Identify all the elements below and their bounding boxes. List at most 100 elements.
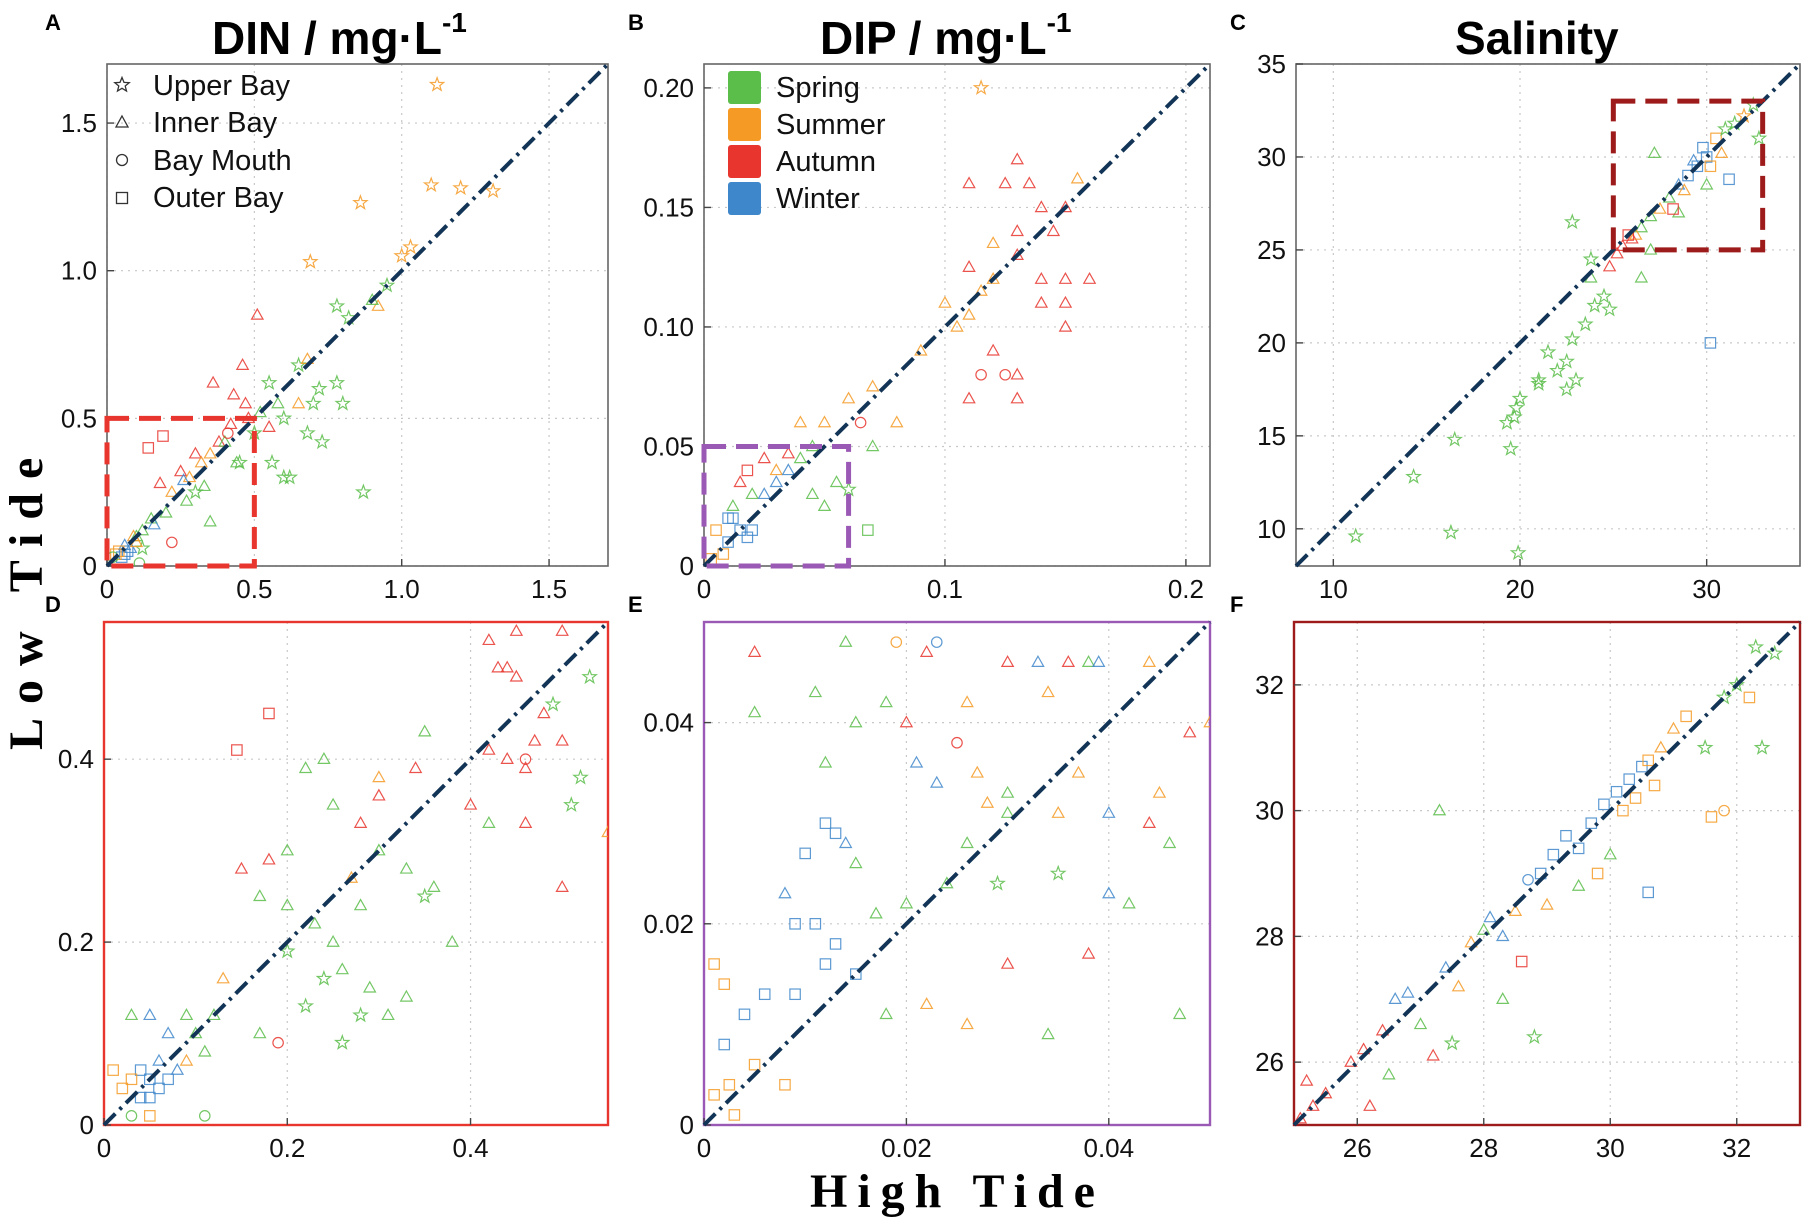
- data-point-triangle: [1091, 655, 1106, 668]
- data-point-circle: [272, 1036, 284, 1049]
- data-point-square: [849, 968, 862, 980]
- data-point-triangle: [1183, 725, 1197, 738]
- data-point-triangle: [986, 343, 1000, 356]
- data-point-star: [840, 480, 857, 497]
- data-point-square: [1743, 691, 1756, 704]
- data-point-triangle: [1000, 785, 1015, 798]
- data-point-triangle: [805, 487, 820, 500]
- panel-d: 0 0.2 0.4 0 0.2 0.4: [58, 620, 610, 1163]
- y-tick-label: 0.05: [643, 431, 694, 461]
- square-marker-icon: [115, 191, 129, 205]
- data-point-triangle: [1306, 1098, 1320, 1111]
- data-point-triangle: [930, 775, 944, 788]
- y-tick-label: 0.5: [61, 403, 97, 433]
- data-point-triangle: [234, 861, 249, 874]
- legend-item-autumn: Autumn: [728, 145, 876, 178]
- data-point-triangle: [399, 989, 414, 1002]
- data-point-triangle: [353, 898, 368, 911]
- data-point-triangle: [482, 633, 496, 646]
- data-point-triangle: [1034, 295, 1049, 308]
- data-point-triangle: [1172, 1007, 1187, 1020]
- data-point-triangle: [417, 724, 432, 737]
- y-tick-label: 30: [1255, 796, 1284, 826]
- data-point-square: [107, 1064, 119, 1076]
- data-point-square: [1667, 203, 1679, 215]
- data-point-triangle: [998, 176, 1012, 189]
- data-point-star: [1717, 120, 1734, 137]
- data-point-circle: [1522, 873, 1534, 886]
- data-point-square: [134, 1091, 147, 1104]
- data-point-square: [1642, 886, 1654, 899]
- data-point-circle: [519, 753, 532, 765]
- data-point-star: [352, 1006, 370, 1023]
- data-point-triangle: [745, 487, 759, 500]
- data-point-square: [1723, 173, 1735, 186]
- data-point-triangle: [143, 1008, 157, 1021]
- points-group: [708, 634, 1210, 1121]
- y-tick-label: 0.20: [643, 73, 694, 103]
- data-point-triangle: [1000, 805, 1015, 818]
- data-point-triangle: [950, 319, 964, 332]
- data-point-triangle: [1495, 929, 1510, 942]
- data-point-triangle: [849, 856, 863, 869]
- data-point-square: [717, 548, 730, 560]
- data-point-triangle: [408, 761, 423, 774]
- data-point-triangle: [1477, 922, 1491, 935]
- legend-item-winter: Winter: [728, 182, 860, 215]
- data-point-triangle: [793, 451, 808, 464]
- data-point-triangle: [317, 751, 331, 764]
- data-point-triangle: [308, 916, 322, 929]
- data-point-square: [819, 958, 832, 970]
- x-axis-label: High Tide: [810, 1165, 1105, 1218]
- data-point-triangle: [1686, 153, 1701, 166]
- data-point-triangle: [1634, 220, 1649, 233]
- data-point-triangle: [1634, 270, 1649, 283]
- data-point-star: [581, 668, 598, 685]
- data-point-triangle: [179, 1008, 194, 1021]
- x-tick-label: 0.04: [1083, 1133, 1134, 1163]
- y-tick-label: 20: [1257, 328, 1286, 358]
- data-point-triangle: [1122, 896, 1136, 909]
- data-point-triangle: [182, 470, 197, 483]
- legend-item-outer-bay: Outer Bay: [115, 182, 284, 214]
- data-point-triangle: [986, 236, 1000, 249]
- data-point-triangle: [1666, 721, 1681, 734]
- data-point-triangle: [899, 896, 914, 909]
- data-point-square: [748, 1058, 761, 1071]
- data-point-triangle: [1081, 655, 1096, 668]
- data-point-star: [1696, 738, 1714, 755]
- data-point-square: [134, 1064, 147, 1076]
- data-point-triangle: [980, 795, 995, 808]
- data-point-triangle: [500, 751, 514, 764]
- data-point-star: [1505, 408, 1523, 425]
- plot-frame: [106, 63, 609, 567]
- data-point-triangle: [518, 761, 533, 774]
- x-tick-label: 20: [1506, 574, 1535, 604]
- data-point-square: [809, 917, 822, 930]
- y-tick-label: 32: [1255, 670, 1284, 700]
- data-point-triangle: [1495, 992, 1510, 1005]
- y-tick-label: 1.5: [61, 108, 97, 138]
- data-point-star: [354, 483, 372, 500]
- data-point-triangle: [938, 295, 952, 308]
- data-point-triangle: [203, 446, 217, 459]
- data-point-star: [1750, 129, 1768, 146]
- data-point-triangle: [152, 1053, 166, 1066]
- data-point-triangle: [1102, 805, 1116, 818]
- data-point-triangle: [298, 761, 313, 774]
- data-point-square: [789, 917, 801, 930]
- data-point-triangle: [173, 464, 188, 477]
- x-tick-label: 0.2: [269, 1133, 305, 1163]
- data-point-triangle: [1142, 655, 1157, 668]
- data-point-star: [1530, 371, 1547, 388]
- plot-frame: [1295, 63, 1801, 567]
- data-point-triangle: [170, 1062, 185, 1075]
- data-point-triangle: [1142, 815, 1157, 828]
- data-point-square: [144, 1073, 156, 1086]
- data-point-star: [1526, 1028, 1543, 1045]
- data-point-square: [819, 817, 832, 829]
- data-point-triangle: [262, 420, 276, 432]
- x-tick-label: 10: [1319, 574, 1348, 604]
- site-legend: Upper Bay Inner Bay Bay Mouth Outer Bay: [113, 70, 292, 214]
